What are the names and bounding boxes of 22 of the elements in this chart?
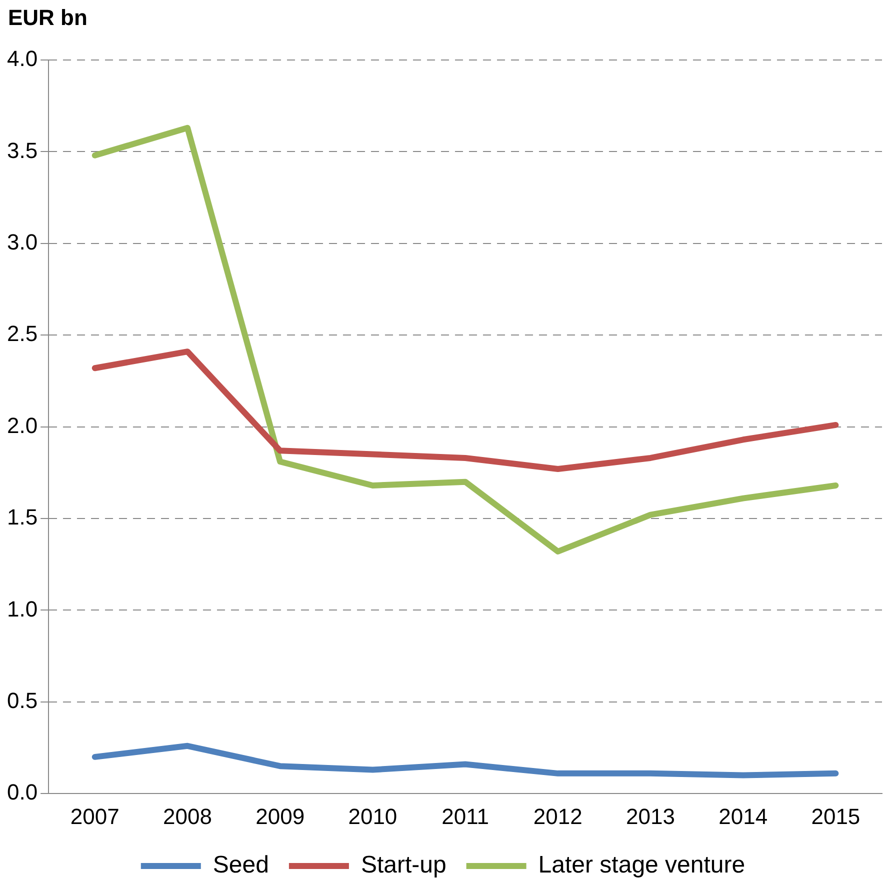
- x-tick-label: 2007: [70, 804, 120, 829]
- y-tick-label: 2.0: [6, 412, 38, 438]
- x-tick-label: 2015: [811, 804, 860, 829]
- y-axis-title: EUR bn: [8, 5, 88, 30]
- x-tick-label: 2008: [163, 804, 212, 829]
- x-tick-label: 2009: [256, 804, 305, 829]
- x-tick-label: 2012: [533, 804, 582, 829]
- y-tick-label: 0.5: [6, 688, 38, 713]
- y-tick-label: 3.0: [6, 229, 38, 254]
- x-tick-label: 2014: [718, 804, 768, 829]
- x-tick-label: 2013: [626, 804, 675, 829]
- legend-label: Later stage venture: [538, 852, 746, 879]
- y-tick-label: 4.0: [6, 46, 38, 72]
- x-tick-label: 2010: [348, 804, 398, 829]
- x-tick-label: 2011: [442, 804, 489, 829]
- y-tick-label: 3.5: [6, 138, 38, 163]
- legend-label: Start-up: [360, 852, 446, 879]
- y-tick-label: 1.0: [6, 596, 38, 622]
- y-tick-label: 2.5: [6, 321, 38, 346]
- y-tick-label: 1.5: [6, 504, 38, 530]
- y-tick-label: 0.0: [6, 780, 38, 805]
- legend-label: Seed: [212, 852, 269, 879]
